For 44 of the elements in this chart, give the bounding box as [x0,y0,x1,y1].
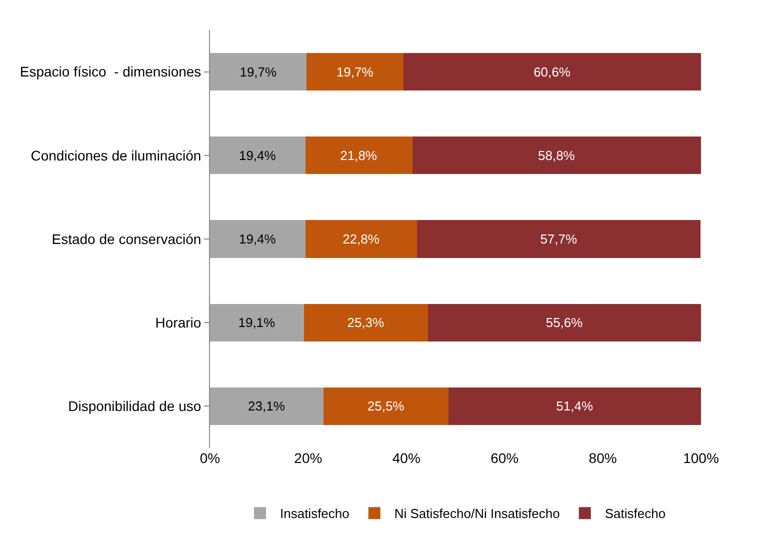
bar [323,387,449,426]
bar [448,387,701,426]
bar [210,52,307,91]
data-label: 57,7% [540,232,578,246]
x-tick-label: 40% [392,450,420,466]
y-tick-label: Condiciones de iluminación [30,147,202,164]
bar [210,220,306,258]
x-tick-label: 20% [294,450,322,466]
bar [210,136,306,174]
data-label: 23,1% [248,398,286,414]
data-label: 19,7% [240,64,278,80]
data-label: 22,8% [342,232,380,246]
y-tick-label: Espacio físico - dimensiones [20,64,202,80]
data-label: 25,5% [367,398,405,414]
x-tick-label: 100% [683,450,719,466]
legend-label: Insatisfecho [280,506,350,522]
data-label: 25,3% [347,315,385,330]
bar [210,387,324,426]
x-tick-label: 60% [490,450,519,466]
bar [210,304,304,342]
data-label: 51,4% [556,398,594,414]
bar [403,52,701,91]
bar [305,220,418,258]
data-label: 21,8% [340,148,378,163]
bar [428,304,701,342]
data-label: 55,6% [546,315,584,330]
data-label: 19,1% [238,315,276,330]
bar [417,220,701,258]
x-tick-label: 0% [200,450,220,466]
y-tick-label: Horario [155,314,202,330]
data-label: 60,6% [534,64,571,80]
data-label: 58,8% [538,148,576,163]
y-tick-label: Disponibilidad de uso [68,398,202,414]
bar [412,136,701,174]
legend-label: Ni Satisfecho/Ni Insatisfecho [394,506,560,522]
legend-label: Satisfecho [604,506,666,522]
x-tick-label: 80% [588,450,617,466]
bar [304,304,428,342]
bar [306,52,404,91]
data-label: 19,7% [336,64,374,80]
bar [305,136,412,174]
data-label: 19,4% [238,148,276,163]
y-tick-label: Estado de conservación [52,230,202,247]
data-label: 19,4% [238,232,276,246]
